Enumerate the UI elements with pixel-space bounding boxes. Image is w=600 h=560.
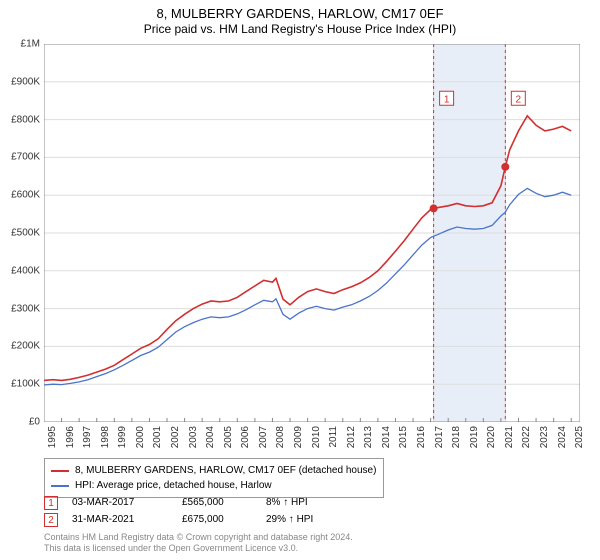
xtick-label: 2006: [240, 426, 251, 448]
sale-price: £675,000: [182, 511, 252, 528]
sale-price: £565,000: [182, 494, 252, 511]
xtick-label: 2017: [434, 426, 445, 448]
xtick-label: 2018: [451, 426, 462, 448]
ytick-label: £700K: [11, 152, 40, 163]
svg-text:2: 2: [516, 94, 522, 105]
legend-row: HPI: Average price, detached house, Harl…: [51, 478, 377, 493]
ytick-label: £100K: [11, 379, 40, 390]
xtick-label: 2010: [311, 426, 322, 448]
title-address: 8, MULBERRY GARDENS, HARLOW, CM17 0EF: [0, 6, 600, 22]
xtick-label: 2022: [521, 426, 532, 448]
chart-container: 8, MULBERRY GARDENS, HARLOW, CM17 0EF Pr…: [0, 0, 600, 560]
xtick-label: 2003: [188, 426, 199, 448]
sale-date: 31-MAR-2021: [72, 511, 168, 528]
ytick-label: £600K: [11, 190, 40, 201]
title-block: 8, MULBERRY GARDENS, HARLOW, CM17 0EF Pr…: [0, 0, 600, 37]
sale-marker-box: 1: [44, 496, 58, 510]
sale-pct: 8% ↑ HPI: [266, 494, 336, 511]
footer-line: This data is licensed under the Open Gov…: [44, 543, 353, 554]
table-row: 2 31-MAR-2021 £675,000 29% ↑ HPI: [44, 511, 336, 528]
xtick-label: 2016: [416, 426, 427, 448]
xtick-label: 2000: [135, 426, 146, 448]
xtick-label: 2008: [275, 426, 286, 448]
ytick-label: £1M: [21, 39, 40, 50]
xtick-label: 2019: [469, 426, 480, 448]
legend: 8, MULBERRY GARDENS, HARLOW, CM17 0EF (d…: [44, 458, 384, 498]
xtick-label: 2007: [258, 426, 269, 448]
xtick-label: 1998: [100, 426, 111, 448]
sale-pct: 29% ↑ HPI: [266, 511, 336, 528]
legend-label: 8, MULBERRY GARDENS, HARLOW, CM17 0EF (d…: [75, 463, 376, 478]
sale-date: 03-MAR-2017: [72, 494, 168, 511]
ytick-label: £900K: [11, 76, 40, 87]
xtick-label: 2004: [205, 426, 216, 448]
ytick-label: £800K: [11, 114, 40, 125]
xtick-label: 2021: [504, 426, 515, 448]
xtick-label: 2015: [398, 426, 409, 448]
sales-table: 1 03-MAR-2017 £565,000 8% ↑ HPI 2 31-MAR…: [44, 494, 336, 528]
chart-svg: 12: [44, 44, 580, 422]
xtick-label: 2001: [152, 426, 163, 448]
xtick-label: 2020: [486, 426, 497, 448]
xtick-label: 1996: [65, 426, 76, 448]
legend-label: HPI: Average price, detached house, Harl…: [75, 478, 272, 493]
xtick-label: 2023: [539, 426, 550, 448]
ytick-label: £500K: [11, 228, 40, 239]
ytick-label: £200K: [11, 341, 40, 352]
ytick-label: £300K: [11, 303, 40, 314]
xtick-label: 2011: [328, 426, 339, 448]
xtick-label: 2013: [363, 426, 374, 448]
ytick-label: £0: [29, 417, 40, 428]
legend-swatch: [51, 470, 69, 472]
footer: Contains HM Land Registry data © Crown c…: [44, 532, 353, 554]
xtick-label: 2025: [574, 426, 585, 448]
xtick-label: 2024: [557, 426, 568, 448]
xtick-label: 2009: [293, 426, 304, 448]
ytick-label: £400K: [11, 265, 40, 276]
table-row: 1 03-MAR-2017 £565,000 8% ↑ HPI: [44, 494, 336, 511]
xtick-label: 2002: [170, 426, 181, 448]
xtick-label: 2014: [381, 426, 392, 448]
xtick-label: 2005: [223, 426, 234, 448]
footer-line: Contains HM Land Registry data © Crown c…: [44, 532, 353, 543]
chart-area: 12 £0£100K£200K£300K£400K£500K£600K£700K…: [44, 44, 580, 422]
legend-swatch: [51, 485, 69, 487]
title-subtitle: Price paid vs. HM Land Registry's House …: [0, 22, 600, 37]
xtick-label: 2012: [346, 426, 357, 448]
xtick-label: 1999: [117, 426, 128, 448]
legend-row: 8, MULBERRY GARDENS, HARLOW, CM17 0EF (d…: [51, 463, 377, 478]
svg-text:1: 1: [444, 94, 450, 105]
sale-marker-box: 2: [44, 513, 58, 527]
xtick-label: 1995: [47, 426, 58, 448]
xtick-label: 1997: [82, 426, 93, 448]
